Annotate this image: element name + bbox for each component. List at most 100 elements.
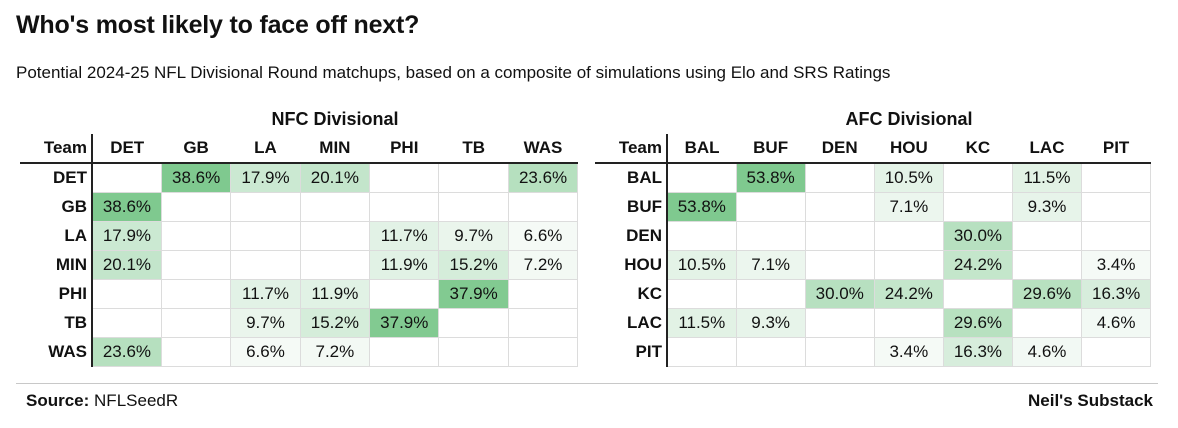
source-note: Source: NFLSeedR [26, 391, 178, 411]
nfc-cell-phi-det [91, 278, 162, 309]
chart-title: Who's most likely to face off next? [16, 11, 420, 39]
afc-col-header-hou: HOU [874, 134, 944, 164]
nfc-row-header-min: MIN [20, 250, 93, 279]
nfc-corner-label: Team [20, 134, 93, 164]
nfc-cell-det-was: 23.6% [507, 163, 579, 193]
afc-matrix-table: Team BAL BUF DEN HOU KC LAC PIT BAL 53.8% 10.5% 11… [595, 134, 1152, 367]
afc-cell-pit-lac: 4.6% [1011, 336, 1083, 367]
afc-cell-bal-hou: 10.5% [873, 163, 944, 193]
nfc-cell-min-gb [160, 249, 232, 280]
nfc-col-header-gb: GB [161, 134, 231, 164]
nfc-cell-was-min: 7.2% [299, 336, 371, 367]
nfc-col-header-la: LA [230, 134, 301, 164]
nfc-col-header-det: DET [92, 134, 162, 164]
afc-col-header-lac: LAC [1012, 134, 1082, 164]
afc-cell-kc-kc [942, 278, 1013, 309]
nfc-cell-phi-min: 11.9% [299, 278, 371, 309]
nfc-matrix-table: Team DET GB LA MIN PHI TB WAS DET 38.6% 17.9% 20.1… [20, 134, 579, 367]
afc-cell-den-lac [1011, 220, 1083, 251]
afc-row-pit: PIT 3.4% 16.3% 4.6% [595, 336, 1152, 367]
afc-cell-kc-pit: 16.3% [1081, 278, 1152, 309]
credit-label: Neil's Substack [1028, 391, 1153, 410]
nfc-cell-gb-gb [160, 191, 232, 222]
nfc-row-min: MIN 20.1% 11.9% 15.2% 7.2% [20, 249, 579, 280]
afc-row-kc: KC 30.0% 24.2% 29.6% 16.3% [595, 278, 1152, 309]
nfc-cell-phi-la: 11.7% [230, 278, 301, 309]
afc-row-hou: HOU 10.5% 7.1% 24.2% 3.4% [595, 249, 1152, 280]
afc-cell-bal-kc [942, 163, 1013, 193]
afc-row-den: DEN 30.0% [595, 220, 1152, 251]
afc-col-header-pit: PIT [1081, 134, 1151, 164]
nfc-row-det: DET 38.6% 17.9% 20.1% 23.6% [20, 163, 579, 193]
afc-row-header-hou: HOU [595, 250, 668, 279]
nfc-cell-was-tb [438, 336, 509, 367]
nfc-row-phi: PHI 11.7% 11.9% 37.9% [20, 278, 579, 309]
afc-cell-pit-pit [1081, 336, 1152, 367]
afc-cell-lac-hou [873, 307, 944, 338]
afc-cell-den-buf [735, 220, 806, 251]
nfc-cell-phi-gb [160, 278, 232, 309]
afc-cell-lac-den [804, 307, 875, 338]
afc-cell-den-bal [666, 220, 737, 251]
afc-row-header-bal: BAL [595, 163, 668, 192]
afc-cell-buf-hou: 7.1% [873, 191, 944, 222]
afc-cell-bal-bal [666, 163, 737, 193]
nfc-col-header-was: WAS [508, 134, 578, 164]
nfc-cell-min-tb: 15.2% [438, 249, 509, 280]
nfc-cell-gb-la [230, 191, 301, 222]
afc-cell-buf-kc [942, 191, 1013, 222]
afc-cell-bal-lac: 11.5% [1011, 163, 1083, 193]
nfc-cell-det-phi [369, 163, 440, 193]
afc-cell-kc-den: 30.0% [804, 278, 875, 309]
afc-cell-lac-bal: 11.5% [666, 307, 737, 338]
afc-header-row: Team BAL BUF DEN HOU KC LAC PIT [595, 134, 1151, 164]
afc-cell-buf-lac: 9.3% [1011, 191, 1083, 222]
afc-cell-buf-bal: 53.8% [666, 191, 737, 222]
nfc-cell-min-phi: 11.9% [369, 249, 440, 280]
nfc-cell-gb-tb [438, 191, 509, 222]
nfc-cell-tb-la: 9.7% [230, 307, 301, 338]
afc-cell-hou-bal: 10.5% [666, 249, 737, 280]
nfc-cell-la-tb: 9.7% [438, 220, 509, 251]
afc-cell-hou-kc: 24.2% [942, 249, 1013, 280]
afc-col-header-bal: BAL [667, 134, 737, 164]
afc-row-header-lac: LAC [595, 308, 668, 337]
nfc-cell-det-gb: 38.6% [160, 163, 232, 193]
afc-cell-buf-buf [735, 191, 806, 222]
afc-row-header-buf: BUF [595, 192, 668, 221]
nfc-cell-la-phi: 11.7% [369, 220, 440, 251]
afc-cell-lac-lac [1011, 307, 1083, 338]
afc-cell-den-kc: 30.0% [942, 220, 1013, 251]
afc-col-header-den: DEN [805, 134, 875, 164]
nfc-cell-phi-phi [369, 278, 440, 309]
nfc-cell-was-was [507, 336, 579, 367]
afc-cell-den-pit [1081, 220, 1152, 251]
afc-cell-kc-hou: 24.2% [873, 278, 944, 309]
nfc-cell-la-det: 17.9% [91, 220, 162, 251]
nfc-row-tb: TB 9.7% 15.2% 37.9% [20, 307, 579, 338]
afc-cell-lac-pit: 4.6% [1081, 307, 1152, 338]
afc-cell-hou-hou [873, 249, 944, 280]
afc-cell-pit-buf [735, 336, 806, 367]
nfc-cell-tb-was [507, 307, 579, 338]
nfc-col-header-min: MIN [300, 134, 370, 164]
afc-row-bal: BAL 53.8% 10.5% 11.5% [595, 163, 1152, 193]
nfc-row-header-la: LA [20, 221, 93, 250]
afc-cell-lac-buf: 9.3% [735, 307, 806, 338]
nfc-cell-tb-phi: 37.9% [369, 307, 440, 338]
afc-col-header-buf: BUF [736, 134, 806, 164]
nfc-cell-tb-tb [438, 307, 509, 338]
afc-cell-pit-hou: 3.4% [873, 336, 944, 367]
afc-cell-hou-den [804, 249, 875, 280]
afc-cell-lac-kc: 29.6% [942, 307, 1013, 338]
afc-cell-bal-pit [1081, 163, 1152, 193]
nfc-col-header-phi: PHI [369, 134, 439, 164]
afc-col-header-kc: KC [943, 134, 1013, 164]
nfc-row-header-tb: TB [20, 308, 93, 337]
nfc-cell-min-la [230, 249, 301, 280]
afc-row-buf: BUF 53.8% 7.1% 9.3% [595, 191, 1152, 222]
nfc-cell-det-la: 17.9% [230, 163, 301, 193]
nfc-cell-min-det: 20.1% [91, 249, 162, 280]
nfc-table-title: NFC Divisional [271, 109, 399, 129]
afc-cell-den-den [804, 220, 875, 251]
